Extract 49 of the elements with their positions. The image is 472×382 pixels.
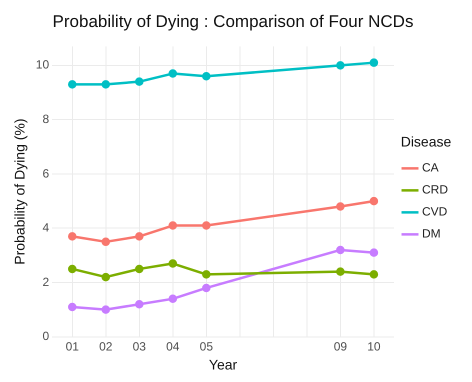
point xyxy=(135,300,144,308)
point xyxy=(370,270,378,279)
point xyxy=(102,305,110,314)
y-tick-label: 8 xyxy=(42,112,50,126)
point xyxy=(135,232,144,241)
x-tick-label: 09 xyxy=(334,339,348,354)
y-axis-title: Probability of Dying (%) xyxy=(11,118,28,265)
point xyxy=(202,284,211,292)
legend-title: Disease xyxy=(400,133,452,150)
y-tick-label: 6 xyxy=(42,166,50,180)
point xyxy=(202,270,211,279)
point xyxy=(202,221,211,230)
point xyxy=(68,264,77,274)
x-tick-label: 10 xyxy=(367,339,381,354)
point xyxy=(370,248,378,257)
legend-label: DM xyxy=(422,226,441,241)
y-tick-label: 0 xyxy=(42,329,50,344)
point xyxy=(168,294,178,304)
point xyxy=(68,80,77,89)
chart-title: Probability of Dying : Comparison of Four NCDs xyxy=(52,12,414,31)
point xyxy=(135,77,144,86)
point xyxy=(102,80,110,89)
x-tick-label: 04 xyxy=(166,339,180,354)
point xyxy=(168,69,178,78)
x-tick-label: 03 xyxy=(132,339,146,354)
point xyxy=(336,61,345,70)
point xyxy=(202,72,211,81)
x-tick-label: 02 xyxy=(99,339,113,354)
x-tick-label: 05 xyxy=(200,339,214,354)
point xyxy=(336,202,345,211)
point xyxy=(370,58,378,67)
point xyxy=(68,232,77,241)
point xyxy=(168,259,178,268)
point xyxy=(102,238,110,246)
y-tick-label: 4 xyxy=(42,220,50,235)
point xyxy=(336,267,345,276)
point xyxy=(135,264,144,274)
point xyxy=(102,272,110,282)
legend-label: CRD xyxy=(422,182,448,197)
point xyxy=(168,221,178,230)
legend-label: CA xyxy=(422,160,439,175)
x-axis-title: Year xyxy=(208,356,238,372)
y-tick-label: 2 xyxy=(42,274,50,289)
point xyxy=(68,302,77,312)
point xyxy=(370,196,378,206)
point xyxy=(336,246,345,254)
x-tick-label: 01 xyxy=(66,339,80,354)
y-tick-label: 10 xyxy=(36,58,50,72)
legend-label: CVD xyxy=(422,204,448,219)
